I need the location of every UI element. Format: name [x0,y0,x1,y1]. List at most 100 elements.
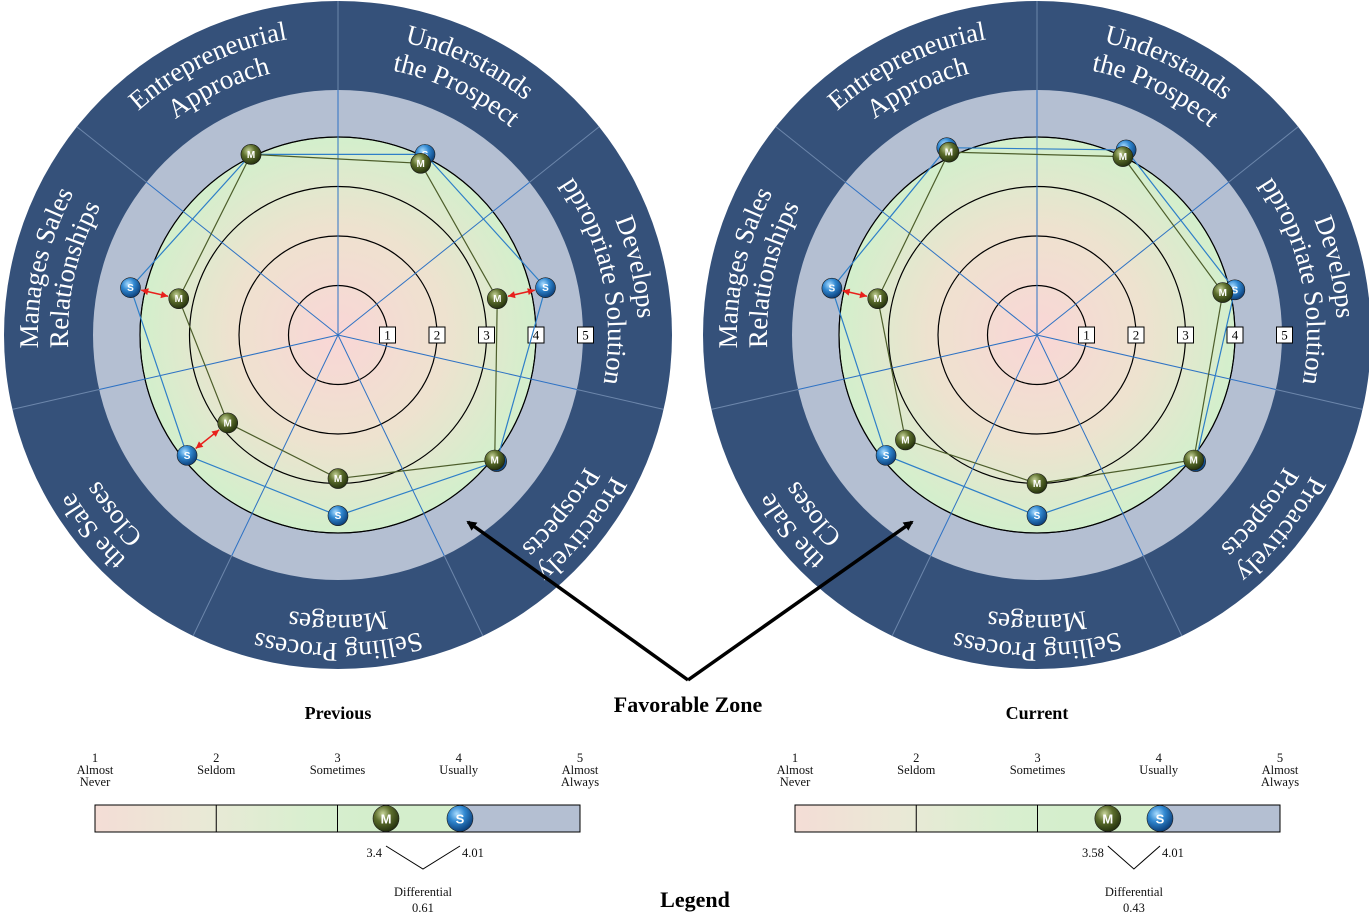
svg-text:S: S [1034,511,1041,522]
manager-average-value: 3.58 [1082,846,1104,860]
scale-bar-low [95,805,459,832]
scale-bar-high [458,805,580,832]
svg-text:M: M [247,150,255,161]
ring-number: 1 [1083,328,1090,343]
gap-arrowhead [141,288,149,296]
favorable-zone-label: Favorable Zone [614,692,763,717]
manager-rating-marker: M [867,288,889,309]
category-separator [1228,126,1299,183]
gap-arrowhead [527,288,535,296]
svg-text:S: S [1156,812,1165,827]
legend-self-marker: S [1146,805,1174,832]
scale-point-label: 4 [456,751,463,765]
svg-text:M: M [874,294,882,305]
scale-point-label: Seldom [897,763,935,777]
spoke-line [930,334,1038,556]
favorable-zone-arrow-left [466,520,690,682]
scale-point-label: 3 [1034,751,1040,765]
legend-scale-previous: 1AlmostNever2Seldom3Sometimes4Usually5Al… [77,751,600,915]
manager-rating-marker: M [1212,282,1234,303]
category-separator [576,389,664,410]
spoke-line [99,334,339,391]
svg-text:M: M [224,418,232,429]
ring-number-box [577,326,594,344]
ring-number: 3 [483,328,490,343]
svg-text:S: S [127,283,134,294]
ring-number-box [1226,326,1244,344]
manager-rating-marker: M [1112,146,1134,167]
category-label: Manages [985,605,1089,639]
gap-arrowhead [507,291,516,299]
ring-number: 2 [1133,328,1140,343]
self-rating-marker: S [821,277,843,299]
scale-point-label: 1 [92,751,98,765]
ring-number-box [527,326,545,344]
ring-number-box [379,326,396,344]
spoke-line [337,334,445,556]
manager-rating-marker: M [484,449,506,471]
manager-rating-marker: M [327,468,349,489]
self-rating-marker: S [120,277,141,298]
legend-manager-marker: M [1094,805,1122,832]
ring-number: 1 [384,328,391,343]
ring-number: 5 [1281,328,1288,343]
scale-point-label: Almost [77,763,114,777]
manager-rating-marker: M [240,144,262,165]
svg-text:S: S [1232,285,1239,296]
scale-point-label: Almost [562,763,599,777]
legend-title: Legend [660,887,730,912]
gap-arrowhead [195,441,204,449]
ring-number-box [428,326,446,344]
manager-rating-marker: M [168,288,190,309]
legend-scale-current: 1AlmostNever2Seldom3Sometimes4Usually5Al… [777,751,1300,915]
ring-number: 5 [582,328,589,343]
self-average-value: 4.01 [462,846,484,860]
gap-arrowhead [211,429,220,437]
scale-bar-high [1158,805,1280,832]
svg-text:M: M [945,148,953,159]
svg-text:M: M [491,456,499,467]
self-rating-marker: S [875,445,897,466]
spoke-line [1036,181,1229,336]
category-separator [1275,389,1363,410]
spoke-line [231,334,339,556]
svg-text:M: M [493,294,501,305]
series-s-polygon [831,147,1236,517]
scale-point-label: Never [80,775,111,789]
scale-point-label: Sometimes [1010,763,1066,777]
svg-text:M: M [175,294,183,305]
svg-text:S: S [184,451,191,462]
favorable-zone-callout: Favorable Zone [466,520,914,717]
manager-rating-marker: M [486,288,508,309]
differential-bracket [385,845,461,870]
differential-label: Differential [394,885,453,899]
svg-text:M: M [1219,288,1227,299]
ring-number-box [478,326,495,344]
category-separator [891,555,932,637]
scale-point-label: 2 [913,751,919,765]
spoke-line [1036,334,1144,556]
svg-text:M: M [381,812,392,827]
ring-number-box [1127,326,1145,344]
gap-arrowhead [859,291,868,299]
self-rating-marker: S [1026,505,1048,526]
series-m-polygon [178,153,498,480]
spoke-line [1036,334,1276,391]
svg-text:M: M [1033,479,1041,490]
scale-point-label: 1 [792,751,798,765]
category-separator [775,126,846,183]
manager-average-value: 3.4 [366,846,382,860]
scale-point-label: Usually [439,763,479,777]
scale-point-label: Almost [1262,763,1299,777]
category-separator [443,555,484,637]
ring-number-box [1177,326,1194,344]
manager-rating-marker: M [1026,473,1048,494]
scale-point-label: 3 [334,751,340,765]
manager-rating-marker: M [1183,449,1205,471]
scale-point-label: Sometimes [310,763,366,777]
favorable-zone-arrow-right [686,520,914,682]
scale-point-label: 5 [1277,751,1283,765]
scale-point-label: 5 [577,751,583,765]
